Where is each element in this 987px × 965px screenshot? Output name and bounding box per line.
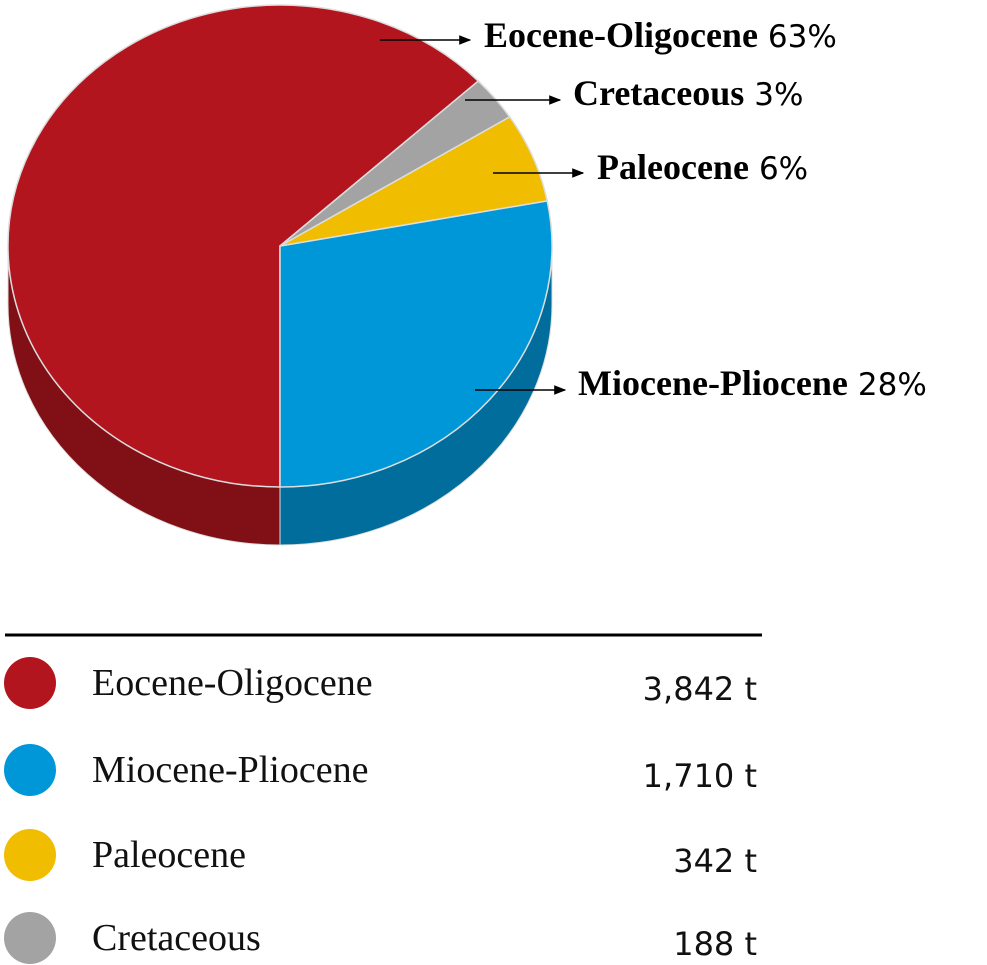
slice-label: Miocene-Pliocene 28%	[578, 363, 927, 403]
slice-percent: 63%	[768, 19, 837, 55]
pie-tops	[7, 4, 553, 488]
legend-value: 3,842 t	[643, 670, 757, 708]
legend-value: 342 t	[673, 842, 757, 880]
slice-label: Paleocene 6%	[597, 147, 808, 187]
legend-swatch	[4, 657, 56, 709]
legend-label: Paleocene	[92, 834, 246, 876]
slice-percent: 28%	[858, 367, 927, 403]
legend-swatch	[4, 912, 56, 964]
slice-labels: Eocene-Oligocene 63% Miocene-Pliocene 28% Pa…	[380, 15, 927, 403]
legend: Eocene-Oligocene 3,842 t Miocene-Pliocene 1…	[4, 657, 757, 964]
slice-percent: 6%	[759, 151, 808, 187]
slice	[279, 199, 553, 488]
legend-label: Cretaceous	[92, 917, 261, 959]
slice-name: Cretaceous	[573, 73, 744, 113]
legend-value: 188 t	[673, 925, 757, 963]
slice-name: Paleocene	[597, 147, 749, 187]
slice-percent: 3%	[754, 77, 803, 113]
slice-name: Miocene-Pliocene	[578, 363, 848, 403]
legend-swatch	[4, 829, 56, 881]
slice-name: Eocene-Oligocene	[484, 15, 758, 55]
slice	[279, 80, 511, 247]
legend-value: 1,710 t	[643, 757, 757, 795]
slice-label: Eocene-Oligocene 63%	[484, 15, 837, 55]
slice	[7, 4, 480, 488]
legend-swatch	[4, 744, 56, 796]
slice-label: Cretaceous 3%	[573, 73, 803, 113]
legend-label: Eocene-Oligocene	[92, 662, 373, 704]
legend-label: Miocene-Pliocene	[92, 749, 368, 791]
